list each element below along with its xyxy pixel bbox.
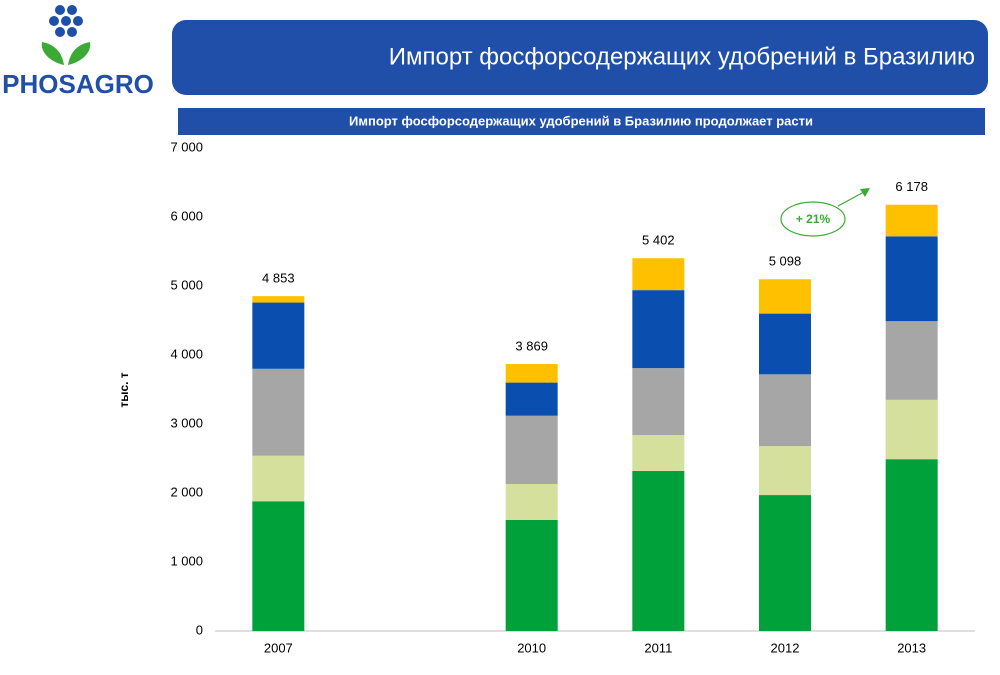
bar-segment — [632, 258, 685, 291]
x-tick-label: 2013 — [897, 640, 926, 655]
bar-segment — [632, 435, 685, 471]
y-tick-label: 5 000 — [170, 277, 203, 292]
header-title: Импорт фосфорсодержащих удобрений в Браз… — [389, 43, 975, 70]
bar-segment — [885, 459, 938, 631]
logo-text: PHOSAGRO — [2, 69, 154, 99]
bar-segment — [505, 382, 558, 416]
bar-segment — [759, 279, 811, 314]
header-box — [172, 20, 988, 95]
y-tick-label: 7 000 — [170, 139, 203, 154]
bar-segment — [885, 204, 938, 237]
bar-segment — [252, 296, 305, 303]
annotation: + 21% — [796, 212, 831, 226]
x-tick-label: 2012 — [771, 640, 800, 655]
bar-segment — [252, 302, 305, 369]
y-tick-label: 4 000 — [170, 346, 203, 361]
bar-segment — [885, 321, 938, 400]
total-label: 3 869 — [515, 338, 548, 353]
bar-segment — [505, 364, 558, 383]
bar-segment — [505, 484, 558, 520]
total-label: 5 402 — [642, 233, 675, 248]
bar-segment — [759, 313, 811, 375]
x-tick-label: 2010 — [517, 640, 546, 655]
bar-segment — [759, 374, 811, 447]
y-tick-label: 3 000 — [170, 415, 203, 430]
y-tick-label: 0 — [196, 622, 203, 637]
y-axis-label: тыс. т — [117, 372, 131, 407]
bar-segment — [632, 290, 685, 369]
total-label: 6 178 — [895, 179, 928, 194]
annotation-arrow — [837, 191, 865, 207]
logo-flower — [41, 5, 91, 65]
y-tick-label: 2 000 — [170, 484, 203, 499]
bar-segment — [632, 470, 685, 631]
bar-segment — [252, 368, 305, 456]
bar-segment — [505, 519, 558, 631]
bar-segment — [252, 501, 305, 631]
x-tick-label: 2011 — [644, 640, 672, 655]
y-tick-label: 1 000 — [170, 553, 203, 568]
y-tick-label: 6 000 — [170, 208, 203, 223]
x-tick-label: 2007 — [264, 640, 293, 655]
bar-segment — [505, 415, 558, 485]
bar-segment — [252, 455, 305, 502]
bar-segment — [885, 399, 938, 460]
subtitle-bar — [178, 108, 985, 135]
bar-segment — [759, 446, 811, 496]
annotation-arrowhead — [860, 188, 870, 197]
bar-segment — [759, 495, 811, 631]
annotation-ellipse — [780, 201, 846, 237]
subtitle: Импорт фосфорсодержащих удобрений в Браз… — [349, 113, 813, 128]
total-label: 5 098 — [769, 254, 802, 269]
bar-segment — [632, 368, 685, 436]
bar-segment — [885, 236, 938, 322]
total-label: 4 853 — [262, 271, 295, 286]
